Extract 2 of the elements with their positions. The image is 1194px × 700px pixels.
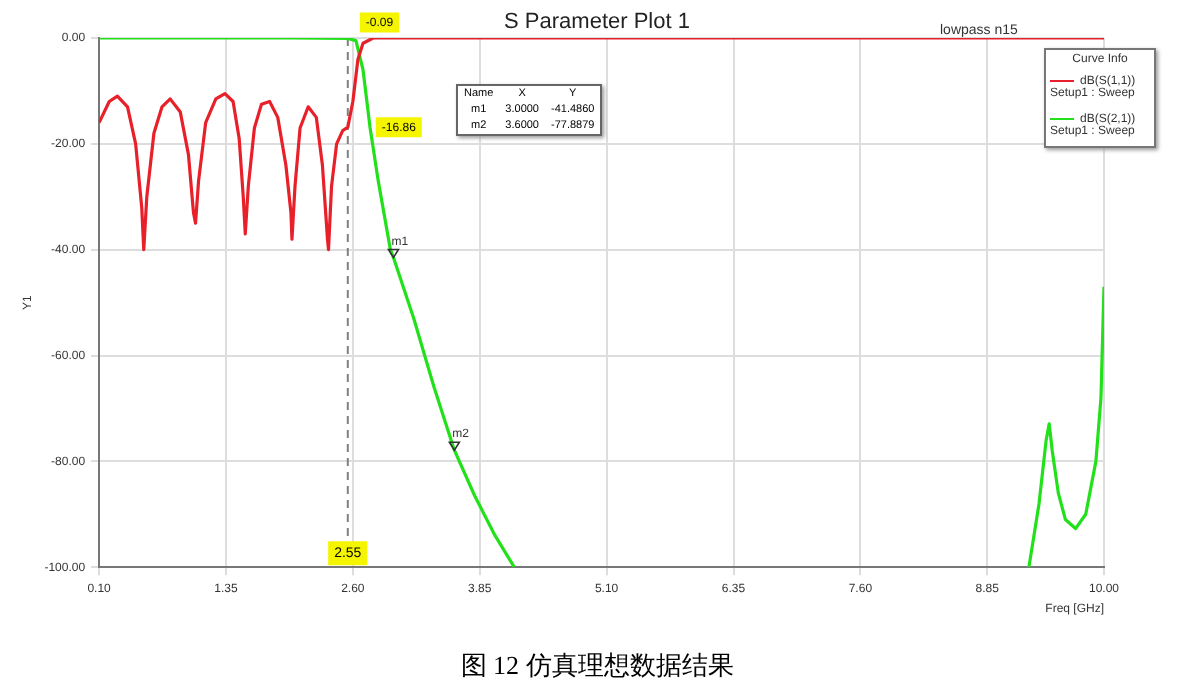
chart-title: S Parameter Plot 1	[504, 10, 690, 34]
caption: 图 12 仿真理想数据结果	[458, 648, 736, 684]
